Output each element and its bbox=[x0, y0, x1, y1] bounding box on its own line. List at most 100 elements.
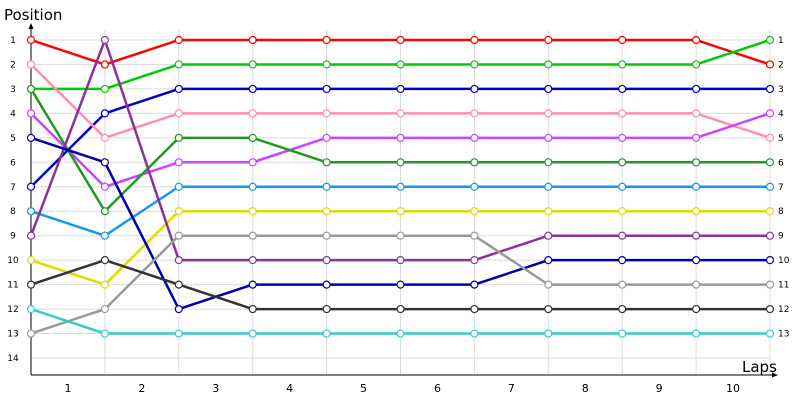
data-point bbox=[322, 182, 331, 191]
grid bbox=[31, 30, 771, 375]
y-tick-label: 7 bbox=[10, 183, 16, 193]
y-tick-label: 11 bbox=[7, 281, 18, 291]
data-point bbox=[174, 256, 183, 265]
data-point bbox=[100, 60, 110, 69]
data-point bbox=[248, 60, 257, 69]
data-point bbox=[26, 182, 36, 191]
data-point bbox=[248, 109, 257, 118]
data-point bbox=[691, 231, 701, 240]
data-point bbox=[618, 109, 627, 118]
data-point bbox=[618, 84, 627, 94]
data-point bbox=[322, 280, 331, 289]
data-point bbox=[100, 256, 110, 265]
data-point bbox=[691, 158, 701, 167]
data-point bbox=[470, 231, 479, 240]
data-point bbox=[322, 133, 331, 142]
data-point bbox=[544, 207, 553, 216]
data-point bbox=[248, 304, 257, 314]
y-tick-label: 4 bbox=[10, 109, 16, 119]
data-point bbox=[322, 207, 331, 216]
data-point bbox=[691, 60, 701, 69]
data-point bbox=[174, 35, 183, 45]
data-point bbox=[396, 182, 405, 191]
data-point bbox=[26, 256, 36, 265]
end-position-label: 1 bbox=[778, 36, 784, 46]
data-point bbox=[691, 256, 701, 265]
y-tick-label: 9 bbox=[10, 232, 16, 242]
data-point bbox=[396, 329, 405, 338]
data-point bbox=[26, 207, 36, 216]
data-point bbox=[544, 133, 553, 142]
series bbox=[26, 35, 775, 338]
data-point bbox=[174, 304, 183, 314]
data-point bbox=[396, 304, 405, 314]
data-point bbox=[100, 84, 110, 94]
data-point bbox=[248, 158, 257, 167]
y-tick-label: 2 bbox=[10, 60, 16, 70]
data-point bbox=[470, 182, 479, 191]
data-point bbox=[100, 329, 110, 338]
data-point bbox=[618, 280, 627, 289]
data-point bbox=[26, 35, 36, 45]
data-point bbox=[765, 84, 775, 94]
data-point bbox=[544, 304, 553, 314]
data-point bbox=[248, 329, 257, 338]
x-tick-label: 6 bbox=[434, 382, 441, 395]
data-point bbox=[174, 182, 183, 191]
y-tick-label: 3 bbox=[10, 85, 16, 95]
data-point bbox=[322, 60, 331, 69]
data-point bbox=[396, 231, 405, 240]
x-tick-label: 2 bbox=[138, 382, 145, 395]
data-point bbox=[100, 109, 110, 118]
data-point bbox=[174, 231, 183, 240]
data-point bbox=[470, 158, 479, 167]
data-point bbox=[691, 133, 701, 142]
y-tick-label: 14 bbox=[7, 354, 19, 364]
data-point bbox=[470, 60, 479, 69]
data-point bbox=[765, 60, 775, 69]
x-tick-label: 10 bbox=[726, 382, 740, 395]
data-point bbox=[470, 280, 479, 289]
data-point bbox=[618, 231, 627, 240]
data-point bbox=[691, 182, 701, 191]
data-point bbox=[396, 133, 405, 142]
data-point bbox=[26, 133, 36, 142]
data-point bbox=[470, 35, 479, 45]
data-point bbox=[174, 329, 183, 338]
data-point bbox=[396, 256, 405, 265]
data-point bbox=[26, 280, 36, 289]
data-point bbox=[691, 280, 701, 289]
data-point bbox=[26, 109, 36, 118]
data-point bbox=[765, 329, 775, 338]
data-point bbox=[322, 158, 331, 167]
y-tick-label: 13 bbox=[7, 330, 18, 340]
data-point bbox=[174, 109, 183, 118]
data-point bbox=[765, 35, 775, 45]
data-point bbox=[765, 280, 775, 289]
data-point bbox=[544, 158, 553, 167]
end-position-label: 9 bbox=[778, 232, 784, 242]
data-point bbox=[100, 182, 110, 191]
data-point bbox=[765, 231, 775, 240]
data-point bbox=[322, 256, 331, 265]
data-point bbox=[618, 182, 627, 191]
data-point bbox=[765, 207, 775, 216]
data-point bbox=[322, 84, 331, 94]
x-tick-label: 9 bbox=[656, 382, 663, 395]
x-tick-label: 4 bbox=[286, 382, 293, 395]
end-position-label: 3 bbox=[778, 85, 784, 95]
data-point bbox=[470, 207, 479, 216]
end-position-label: 2 bbox=[778, 60, 784, 70]
x-tick-label: 7 bbox=[508, 382, 515, 395]
data-point bbox=[396, 158, 405, 167]
data-point bbox=[691, 304, 701, 314]
x-tick-labels: 1 2 3 4 5 6 7 8 9 10 bbox=[64, 382, 740, 395]
data-point bbox=[544, 35, 553, 45]
data-point bbox=[470, 329, 479, 338]
data-point bbox=[544, 329, 553, 338]
data-point bbox=[100, 280, 110, 289]
data-point bbox=[100, 158, 110, 167]
end-position-label: 12 bbox=[778, 305, 789, 315]
